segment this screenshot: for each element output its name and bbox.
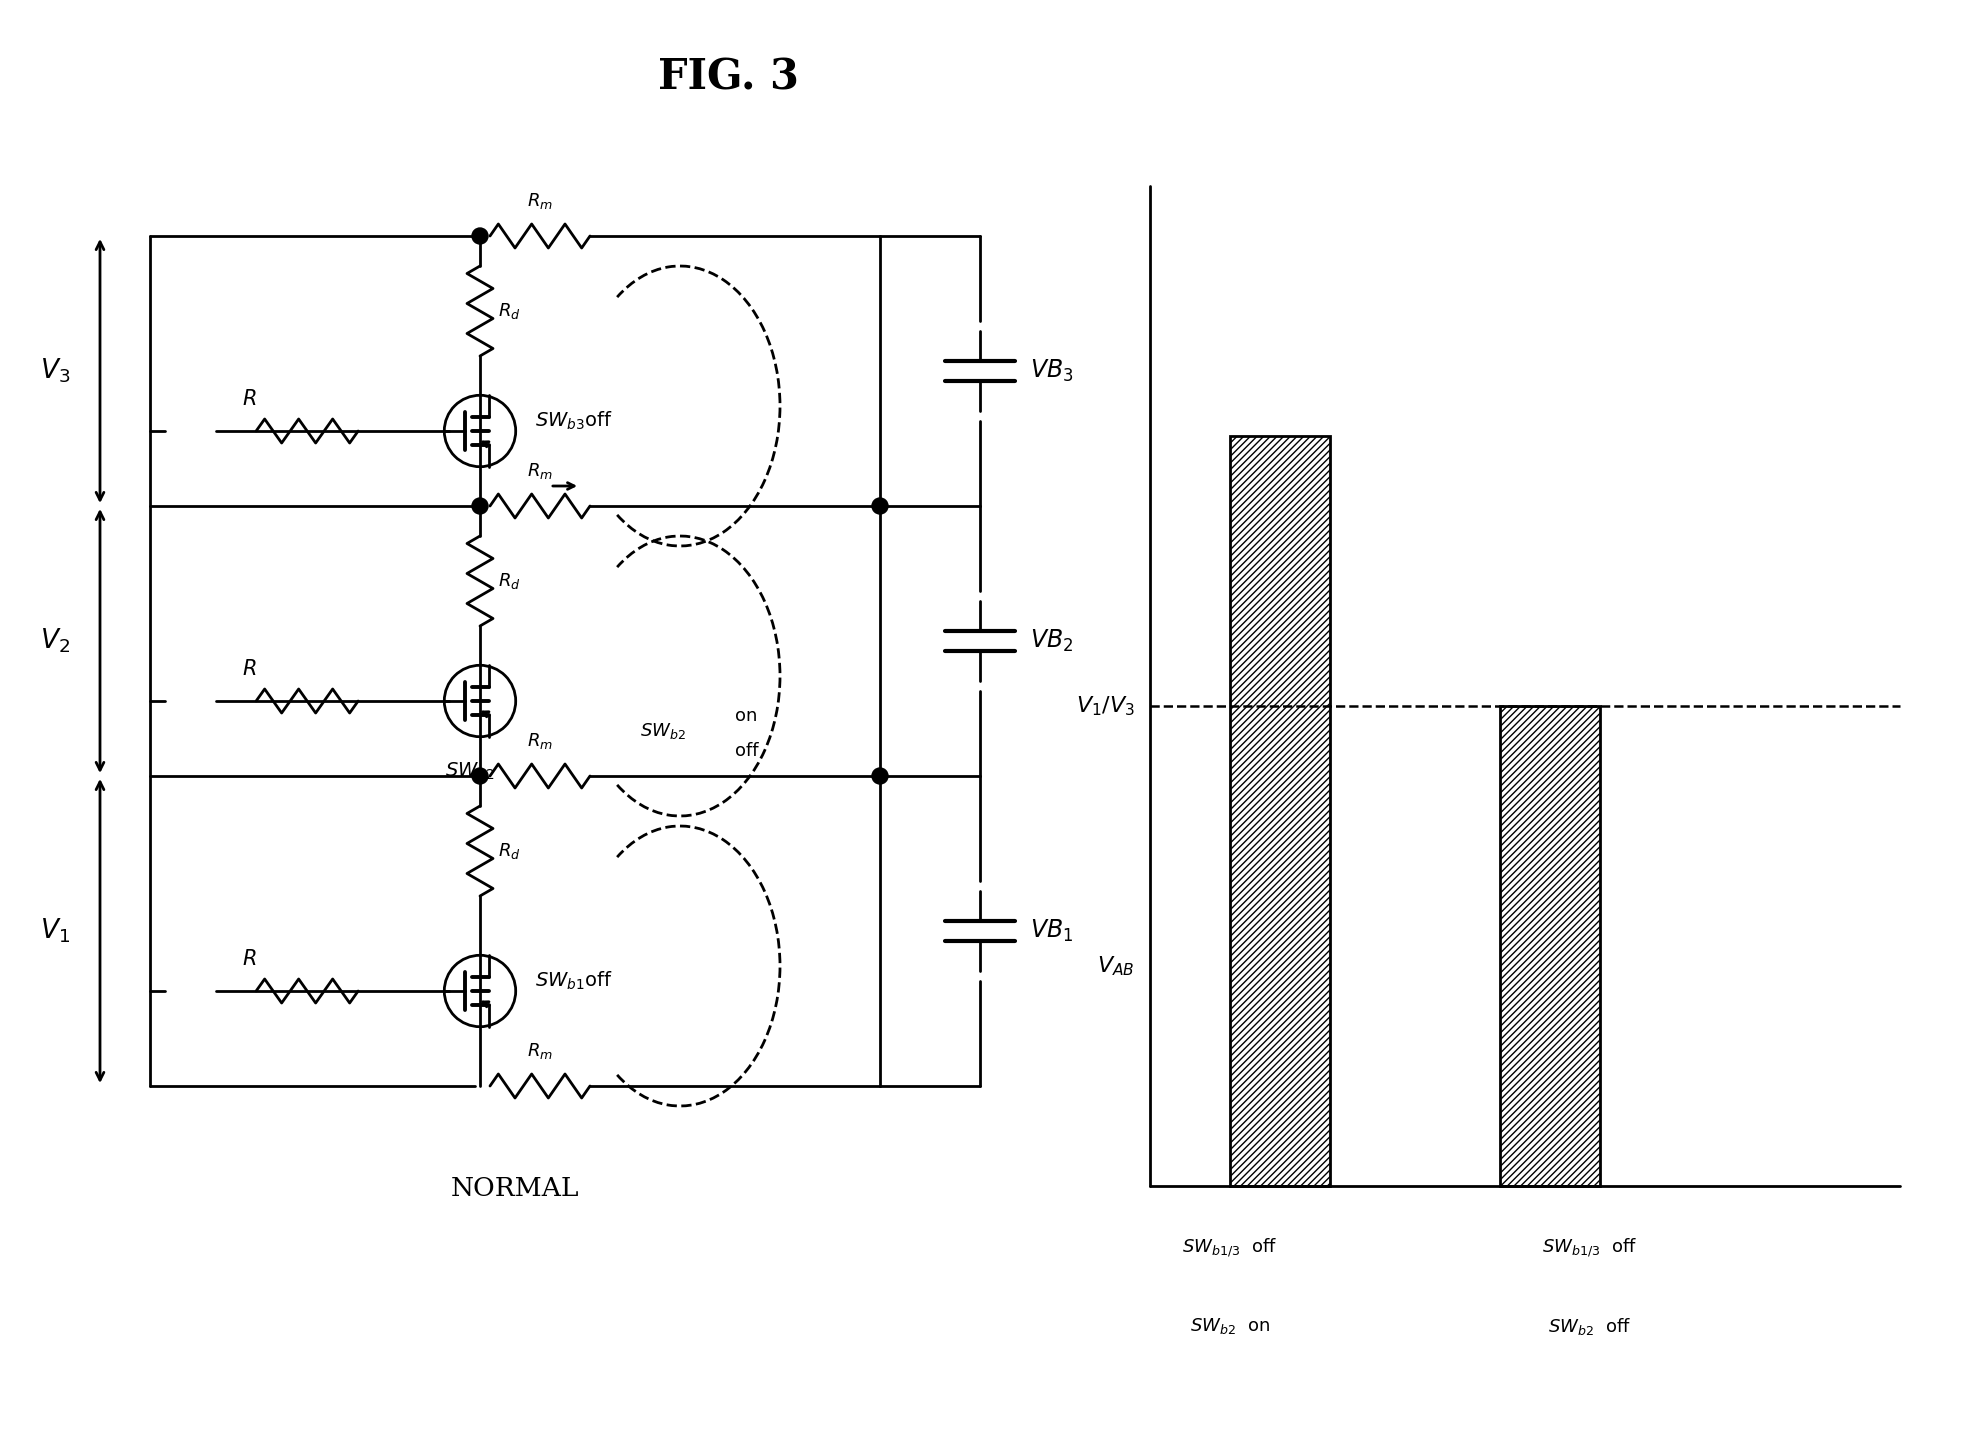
Bar xyxy=(1500,707,1601,1186)
Circle shape xyxy=(473,498,488,514)
Text: $SW_{b2}$  off: $SW_{b2}$ off xyxy=(1548,1315,1632,1337)
Text: R: R xyxy=(242,949,258,969)
Text: $V_{AB}$: $V_{AB}$ xyxy=(1097,954,1134,978)
Text: $R_m$: $R_m$ xyxy=(528,1041,553,1061)
Text: $V_1/V_3$: $V_1/V_3$ xyxy=(1075,694,1134,718)
Text: $SW_{b2}$: $SW_{b2}$ xyxy=(640,721,685,741)
Circle shape xyxy=(473,228,488,244)
Text: NORMAL: NORMAL xyxy=(451,1176,579,1200)
Text: $SW_{b2}$  on: $SW_{b2}$ on xyxy=(1189,1315,1270,1335)
Text: $SW_{b1/3}$  off: $SW_{b1/3}$ off xyxy=(1542,1236,1638,1258)
Text: $VB_2$: $VB_2$ xyxy=(1030,628,1073,655)
Text: $R_d$: $R_d$ xyxy=(498,841,520,862)
Text: $VB_1$: $VB_1$ xyxy=(1030,918,1073,943)
Text: $V_2$: $V_2$ xyxy=(39,626,71,655)
Text: $V_3$: $V_3$ xyxy=(39,356,71,385)
Circle shape xyxy=(872,768,888,784)
Text: $R_d$: $R_d$ xyxy=(498,302,520,322)
Text: $SW_{b1/3}$  off: $SW_{b1/3}$ off xyxy=(1181,1236,1278,1258)
Text: off: off xyxy=(734,742,758,760)
Circle shape xyxy=(473,768,488,784)
Text: R: R xyxy=(242,659,258,679)
Circle shape xyxy=(872,498,888,514)
Text: R: R xyxy=(242,389,258,409)
Text: FIG. 3: FIG. 3 xyxy=(658,56,799,98)
Bar xyxy=(1231,437,1329,1186)
Text: $SW_{b1}$off: $SW_{b1}$off xyxy=(536,969,612,992)
Text: $R_m$: $R_m$ xyxy=(528,191,553,211)
Text: $R_m$: $R_m$ xyxy=(528,461,553,481)
Text: $R_m$: $R_m$ xyxy=(528,731,553,751)
Text: $R_d$: $R_d$ xyxy=(498,572,520,592)
Text: on: on xyxy=(734,707,758,725)
Text: $SW_{b3}$off: $SW_{b3}$off xyxy=(536,409,612,432)
Text: $SW_{b2}$: $SW_{b2}$ xyxy=(445,761,494,783)
Text: $V_1$: $V_1$ xyxy=(39,916,71,945)
Text: $VB_3$: $VB_3$ xyxy=(1030,358,1073,383)
